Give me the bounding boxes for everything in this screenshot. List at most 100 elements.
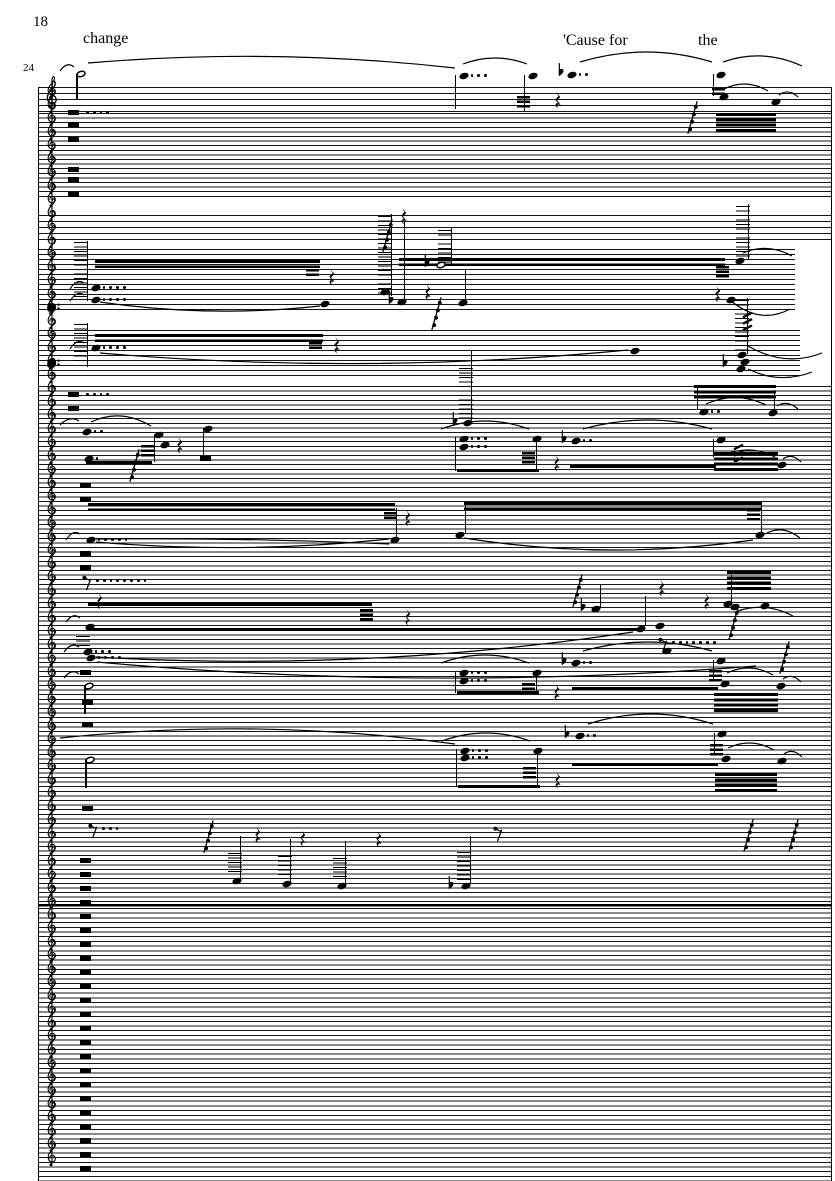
augmentation-dot xyxy=(672,641,675,644)
page-number: 18 xyxy=(33,14,48,30)
whole-rest xyxy=(80,1166,91,1171)
slur xyxy=(99,349,629,365)
slur xyxy=(65,615,81,623)
lyric-change: change xyxy=(83,30,129,47)
whole-rest xyxy=(80,1152,91,1157)
stem-line xyxy=(774,390,776,410)
note xyxy=(86,536,96,544)
slur xyxy=(764,529,801,539)
stem-line xyxy=(748,204,750,260)
note xyxy=(91,284,101,292)
stem-line xyxy=(471,350,473,420)
stem-line xyxy=(87,323,89,367)
note xyxy=(528,72,538,80)
augmentation-dot xyxy=(99,111,103,114)
whole-rest xyxy=(80,1026,91,1031)
stem-line xyxy=(455,437,457,471)
stem-line xyxy=(761,505,763,533)
slur xyxy=(782,455,802,463)
augmentation-dot xyxy=(102,286,106,289)
augmentation-dot xyxy=(485,756,488,759)
augmentation-dot xyxy=(117,656,121,659)
beam-stub xyxy=(306,269,319,276)
slur xyxy=(726,667,774,676)
augmentation-dot xyxy=(106,111,110,114)
note xyxy=(459,72,469,80)
barline xyxy=(831,87,833,1181)
beam-stub xyxy=(522,452,535,464)
slur xyxy=(59,64,75,72)
slur xyxy=(742,247,793,257)
staff-lines xyxy=(38,908,832,1181)
whole-rest xyxy=(80,551,91,556)
slur xyxy=(783,750,803,758)
barline xyxy=(38,87,40,1181)
slur xyxy=(90,415,152,427)
beam xyxy=(38,904,832,907)
note xyxy=(86,654,96,662)
augmentation-dot xyxy=(470,445,474,448)
augmentation-dot xyxy=(92,111,96,114)
ledger-lines xyxy=(74,242,88,298)
staff-gap xyxy=(795,248,835,314)
note xyxy=(459,669,469,677)
note xyxy=(459,443,469,451)
tremolo-run xyxy=(430,296,443,332)
beam xyxy=(86,461,152,464)
ledger-lines xyxy=(76,636,90,648)
slur xyxy=(705,396,767,406)
lyric-cause-for: 'Cause for xyxy=(563,32,628,49)
note xyxy=(458,299,468,307)
whole-rest xyxy=(82,722,93,727)
augmentation-dot xyxy=(122,346,126,349)
augmentation-dot xyxy=(102,298,106,301)
beam-stub xyxy=(709,670,722,682)
whole-rest xyxy=(80,984,91,989)
quarter-rest xyxy=(553,455,561,473)
beam xyxy=(88,503,395,512)
ledger-lines xyxy=(228,853,242,875)
augmentation-dot xyxy=(685,641,689,644)
whole-rest xyxy=(80,483,91,488)
slur xyxy=(59,728,456,745)
slur xyxy=(441,732,531,742)
augmentation-dot xyxy=(116,579,120,582)
eighth-rest xyxy=(493,826,502,842)
slur xyxy=(96,661,757,679)
augmentation-dot xyxy=(109,579,113,582)
augmentation-dot xyxy=(116,298,119,301)
stem-line xyxy=(524,75,526,111)
beam xyxy=(572,687,718,690)
ledger-lines xyxy=(74,324,88,364)
note xyxy=(203,425,213,433)
whole-rest xyxy=(80,1096,91,1101)
beam xyxy=(694,385,776,399)
slur xyxy=(99,301,321,312)
note xyxy=(755,531,765,539)
augmentation-dot xyxy=(470,679,474,682)
stem-line xyxy=(85,760,87,788)
augmentation-dot xyxy=(471,756,475,759)
note xyxy=(736,365,746,373)
whole-rest xyxy=(200,456,211,461)
quarter-rest xyxy=(554,92,562,110)
slur xyxy=(69,280,85,290)
whole-rest xyxy=(80,886,91,891)
augmentation-dot xyxy=(678,641,682,644)
note xyxy=(390,536,400,544)
augmentation-dot xyxy=(478,756,482,759)
augmentation-dot xyxy=(712,641,716,644)
flat-accidental xyxy=(561,430,568,446)
augmentation-dot xyxy=(699,641,702,644)
slur xyxy=(722,55,803,67)
stem-line xyxy=(747,298,749,354)
beam xyxy=(88,602,372,606)
augmentation-dot xyxy=(102,579,106,582)
quarter-rest xyxy=(299,830,307,848)
beam xyxy=(715,773,777,792)
augmentation-dot xyxy=(477,437,481,440)
treble-clef-icon xyxy=(41,1141,62,1168)
augmentation-dot xyxy=(109,298,113,301)
